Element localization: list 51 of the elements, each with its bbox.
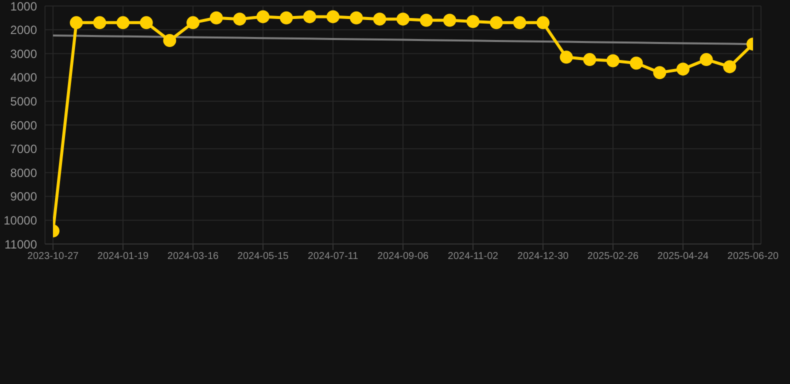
x-tick-label: 2024-03-16 (167, 251, 220, 262)
y-tick-label: 2000 (10, 23, 38, 38)
y-tick-label: 3000 (10, 46, 38, 61)
point (233, 12, 246, 26)
point (210, 11, 223, 24)
point (70, 16, 83, 30)
point (93, 16, 106, 30)
point (723, 60, 736, 74)
point (490, 16, 503, 30)
point (280, 11, 293, 24)
y-tick-label: 7000 (10, 142, 38, 156)
point (326, 10, 340, 24)
y-tick-label: 8000 (10, 166, 38, 180)
y-tick-label: 9000 (10, 190, 38, 204)
point (140, 16, 153, 30)
point (443, 14, 456, 27)
point (116, 16, 130, 30)
y-tick-label: 4000 (10, 70, 38, 85)
point (606, 54, 620, 68)
point (536, 16, 550, 30)
x-tick-label: 2024-09-06 (377, 251, 430, 262)
x-tick-label: 2025-02-26 (587, 251, 640, 262)
point (513, 16, 526, 30)
y-tick-label: 11000 (4, 237, 38, 252)
x-tick-label: 2023-10-27 (27, 251, 80, 262)
x-tick-label: 2025-06-20 (727, 251, 780, 262)
y-tick-label: 10000 (4, 213, 38, 228)
x-tick-label: 2024-05-15 (237, 251, 290, 262)
point (583, 53, 596, 66)
x-tick-label: 2024-11-02 (448, 251, 499, 262)
point (653, 66, 666, 80)
point (396, 12, 410, 26)
x-tick-label: 2024-12-30 (517, 251, 570, 262)
y-tick-label: 5000 (10, 94, 38, 108)
point (560, 50, 573, 64)
y-tick-label: 1000 (10, 0, 38, 14)
y-tick-label: 6000 (10, 118, 38, 132)
point (676, 62, 690, 76)
point (256, 10, 270, 24)
x-tick-label: 2025-04-24 (657, 251, 710, 262)
point (303, 10, 316, 24)
point (163, 34, 176, 48)
x-tick-label: 2024-07-11 (308, 251, 359, 262)
point (420, 14, 433, 27)
point (186, 16, 200, 30)
point (700, 53, 713, 66)
x-tick-label: 2024-01-19 (97, 251, 150, 262)
point (373, 12, 386, 26)
point (350, 11, 363, 24)
point (466, 14, 480, 28)
point (630, 56, 643, 70)
